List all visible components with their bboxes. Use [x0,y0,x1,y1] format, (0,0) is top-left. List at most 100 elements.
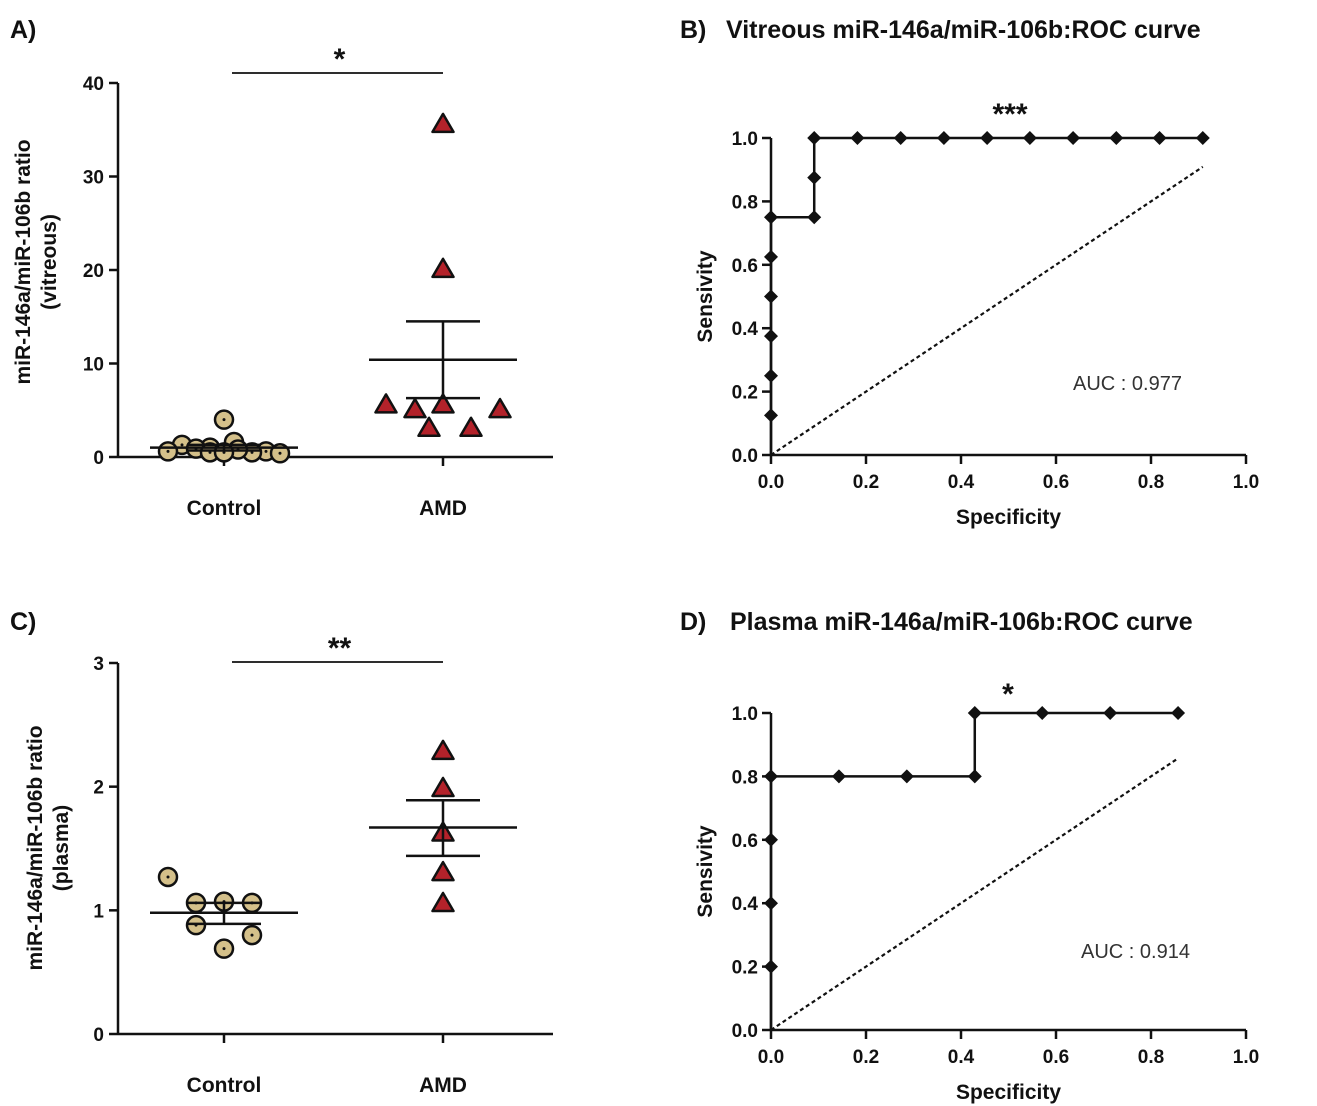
y-tick-label: 0 [93,448,104,469]
data-point-amd [431,393,455,414]
category-label: AMD [419,497,467,520]
significance-label: *** [992,98,1027,131]
roc-point [764,832,778,847]
y-tick-label: 0.4 [732,319,759,340]
roc-point [764,210,778,225]
y-tick-label: 40 [83,74,104,95]
x-tick-label: 1.0 [1233,472,1259,493]
significance-label: * [1002,678,1014,711]
data-point-amd [403,397,427,419]
data-point-amd [488,397,512,419]
roc-point [1066,131,1081,145]
roc-point [764,769,778,784]
data-point-center [278,451,282,455]
data-point-center [222,418,226,422]
roc-point [899,769,914,784]
x-tick-label: 0.6 [1043,1047,1069,1068]
roc-point [936,131,951,145]
y-tick-label: 3 [93,654,104,675]
panel-d-roc: D) Plasma miR-146a/miR-106b:ROC curve 0.… [680,608,1259,1104]
y-tick-label: 0.0 [732,1021,758,1042]
data-point-center [250,933,254,937]
roc-point [1109,131,1124,145]
y-tick-label: 10 [83,355,104,376]
auc-label: AUC : 0.914 [1081,941,1190,963]
roc-point [764,959,778,974]
y-tick-label: 30 [83,168,104,189]
x-tick-label: 1.0 [1233,1047,1259,1068]
x-tick-label: 0.2 [853,472,879,493]
roc-curve-line [769,711,1179,1030]
roc-point [893,131,908,145]
y-axis-label: miR-146a/miR-106b ratio [12,139,35,384]
roc-point [764,289,778,304]
roc-point [1103,706,1118,720]
y-tick-label: 0.8 [732,767,758,788]
data-point-center [222,947,226,951]
roc-point [764,896,778,911]
roc-point [1171,706,1186,720]
data-point-center [264,449,268,453]
roc-point [1022,131,1037,145]
y-tick-label: 0.4 [732,894,759,915]
roc-point [807,170,822,185]
y-tick-label: 0.0 [732,446,758,467]
y-axis-label: miR-146a/miR-106b ratio [24,725,47,970]
y-axis-label: (vitreous) [38,214,61,310]
x-tick-label: 0.0 [758,472,784,493]
data-point-amd [431,776,455,798]
significance-label: * [334,43,346,76]
data-point-center [180,443,184,447]
y-tick-label: 0.6 [732,256,758,277]
x-axis-label: Specificity [956,1081,1061,1104]
roc-point [850,131,865,145]
roc-point [967,769,982,784]
auc-label: AUC : 0.977 [1073,373,1182,395]
roc-point [764,329,778,344]
y-tick-label: 20 [83,261,104,282]
y-tick-label: 2 [93,778,104,799]
roc-point [807,131,822,145]
y-tick-label: 0.6 [732,831,758,852]
roc-point [764,408,778,423]
y-axis-label: Sensivity [694,825,717,918]
panel-b-letter: B) [680,16,706,44]
roc-point [1195,131,1210,145]
y-tick-label: 1.0 [732,704,758,725]
category-label: Control [187,497,262,520]
roc-point [807,210,822,225]
data-point-center [166,875,170,879]
roc-point [764,368,778,383]
panel-d-letter: D) [680,608,706,636]
x-tick-label: 0.4 [948,472,975,493]
x-tick-label: 0.0 [758,1047,784,1068]
data-point-amd [374,393,398,414]
x-tick-label: 0.6 [1043,472,1069,493]
reference-line [770,165,1204,456]
roc-point [980,131,995,145]
panel-a-letter: A) [10,16,36,44]
panel-d-title: Plasma miR-146a/miR-106b:ROC curve [730,608,1193,636]
y-tick-label: 0 [93,1025,104,1046]
roc-point [967,706,982,720]
y-tick-label: 0.2 [732,383,758,404]
significance-label: ** [328,632,352,665]
panel-b-title: Vitreous miR-146a/miR-106b:ROC curve [726,16,1201,44]
panel-a-scatter: A) 0 10 20 30 40 miR-146a/miR-106b ratio (vitr… [10,16,553,520]
y-tick-label: 0.2 [732,958,758,979]
data-point-center [166,449,170,453]
x-tick-label: 0.4 [948,1047,975,1068]
y-axis-label: Sensivity [694,250,717,343]
roc-point [1035,706,1050,720]
roc-point [764,249,778,264]
y-axis-label: (plasma) [50,805,73,891]
data-point-amd [431,112,455,134]
data-point-amd [431,257,455,279]
data-point-amd [431,739,455,761]
roc-point [831,769,846,784]
data-point-amd [431,860,455,882]
data-point-amd [417,416,441,438]
x-tick-label: 0.8 [1138,1047,1164,1068]
x-tick-label: 0.8 [1138,472,1164,493]
